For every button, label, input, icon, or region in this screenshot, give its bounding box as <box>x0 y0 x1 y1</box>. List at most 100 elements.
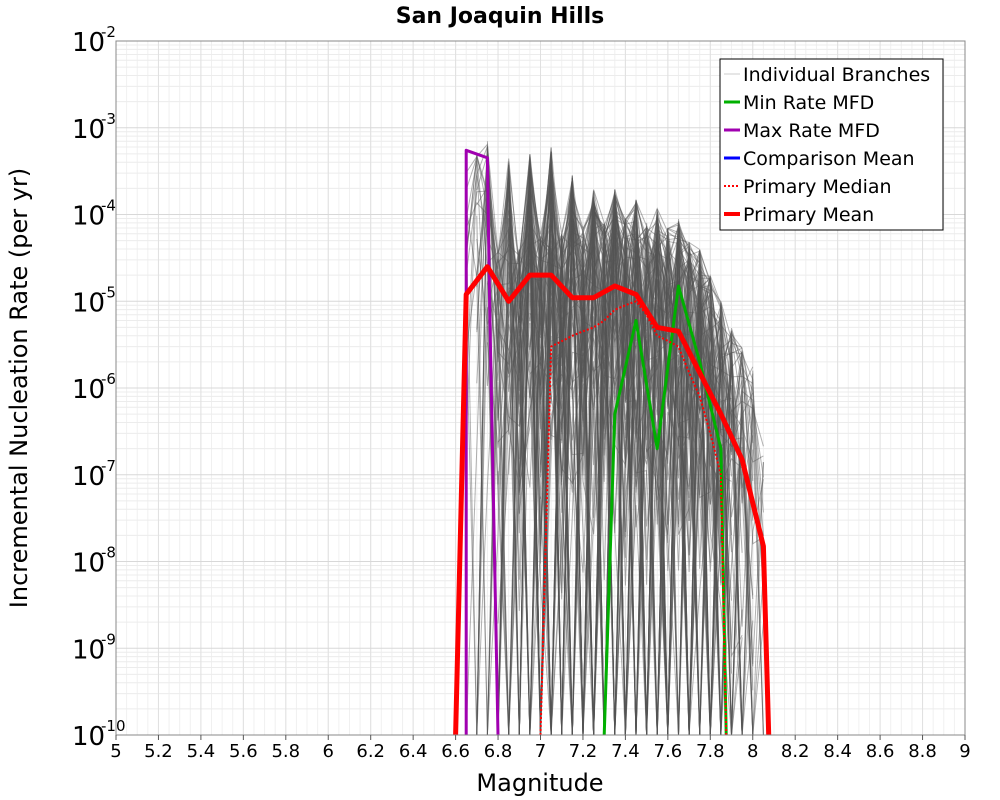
y-tick-exponent: -3 <box>101 110 116 128</box>
branch-line <box>465 176 722 736</box>
x-axis-ticks: 5 5.2 5.4 5.6 5.8 6 6.2 6.4 6.6 6.8 7 7.2 7.4 7.6 7.8 8… <box>110 735 971 762</box>
branch-line <box>508 162 722 736</box>
series-line-min-rate-mfd <box>602 284 728 736</box>
branch-line <box>487 174 732 736</box>
y-tick-exponent: -6 <box>101 370 116 388</box>
legend: Individual Branches Min Rate MFD Max Rate … <box>719 58 944 231</box>
y-tick-exponent: -9 <box>101 630 116 648</box>
y-tick-exponent: -2 <box>101 23 116 41</box>
branch-line <box>465 151 743 736</box>
series-layer <box>453 148 772 736</box>
branch-line <box>486 170 743 736</box>
x-tick-label: 6 <box>323 741 334 762</box>
legend-label: Min Rate MFD <box>743 92 874 114</box>
y-axis-ticks: 10-210-310-410-510-610-710-810-910-10 <box>72 23 126 752</box>
branch-line <box>465 169 754 736</box>
x-tick-label: 6.8 <box>484 741 513 762</box>
x-tick-label: 7.8 <box>696 741 725 762</box>
branch-line <box>529 159 743 736</box>
branch-line <box>540 191 764 736</box>
branch-line <box>465 157 732 736</box>
branch-line <box>486 166 722 736</box>
y-tick-exponent: -8 <box>101 544 116 562</box>
branch-line <box>497 155 722 736</box>
y-tick-label: 10 <box>72 288 105 318</box>
branch-line <box>465 151 711 736</box>
branch-line <box>497 212 743 736</box>
branch-line <box>465 157 754 736</box>
branch-line <box>529 217 732 736</box>
branch-line <box>508 180 732 736</box>
branch-line <box>529 159 711 736</box>
branch-line <box>476 146 722 736</box>
branch-line <box>508 152 754 736</box>
branch-line <box>508 189 754 736</box>
branch-line <box>518 178 764 736</box>
x-tick-label: 7.6 <box>654 741 683 762</box>
legend-label: Max Rate MFD <box>743 120 880 142</box>
branch-line <box>476 154 743 736</box>
legend-label: Primary Median <box>743 176 892 198</box>
branch-line <box>497 232 722 736</box>
x-tick-label: 8.6 <box>866 741 895 762</box>
branch-line <box>529 174 711 736</box>
branch-line <box>466 145 711 736</box>
branch-line <box>486 220 722 736</box>
x-tick-label: 6.2 <box>356 741 385 762</box>
branch-line <box>497 184 732 736</box>
branch-line <box>497 183 732 736</box>
branch-line <box>518 199 754 736</box>
branch-line <box>497 171 732 736</box>
branch-line <box>486 189 711 736</box>
branch-line <box>476 158 743 736</box>
legend-label: Comparison Mean <box>743 148 915 170</box>
x-tick-label: 5 <box>110 741 121 762</box>
branch-line <box>486 164 754 736</box>
x-axis-label: Magnitude <box>476 769 603 797</box>
branch-line <box>497 188 722 736</box>
legend-label: Primary Mean <box>743 204 874 226</box>
x-tick-label: 8.4 <box>823 741 852 762</box>
branch-line <box>465 189 722 736</box>
branch-line <box>518 176 732 736</box>
x-tick-label: 6.6 <box>441 741 470 762</box>
branch-line <box>476 168 711 736</box>
x-tick-label: 6.4 <box>399 741 428 762</box>
y-tick-label: 10 <box>72 375 105 405</box>
branch-line <box>465 154 722 736</box>
y-tick-label: 10 <box>72 549 105 579</box>
branch-line <box>529 213 743 736</box>
branch-line <box>529 232 754 736</box>
branch-line <box>540 193 764 736</box>
branch-line <box>508 193 722 736</box>
branch-line <box>497 198 743 736</box>
branch-line <box>497 152 764 736</box>
y-tick-label: 10 <box>72 635 105 665</box>
x-tick-label: 5.2 <box>144 741 173 762</box>
branch-line <box>497 163 754 736</box>
y-tick-label: 10 <box>72 28 105 58</box>
branch-line <box>465 143 732 736</box>
branch-line <box>529 181 732 736</box>
branch-line <box>465 160 711 736</box>
x-tick-label: 8.2 <box>781 741 810 762</box>
x-tick-label: 5.6 <box>229 741 258 762</box>
branch-line <box>540 183 722 736</box>
y-tick-exponent: -10 <box>101 717 126 735</box>
y-axis-label: Incremental Nucleation Rate (per yr) <box>5 168 33 608</box>
x-tick-label: 7 <box>535 741 546 762</box>
branch-line <box>486 175 722 736</box>
y-tick-label: 10 <box>72 202 105 232</box>
branch-line <box>486 165 754 736</box>
branch-line <box>466 150 754 736</box>
branch-line <box>497 185 711 736</box>
branch-line <box>508 170 764 736</box>
y-tick-label: 10 <box>72 462 105 492</box>
x-tick-label: 7.4 <box>611 741 640 762</box>
legend-label: Individual Branches <box>743 64 930 86</box>
branch-line <box>508 178 743 736</box>
branch-line <box>465 147 732 736</box>
x-tick-label: 5.4 <box>187 741 216 762</box>
branch-line <box>487 229 711 736</box>
y-tick-exponent: -4 <box>101 197 116 215</box>
